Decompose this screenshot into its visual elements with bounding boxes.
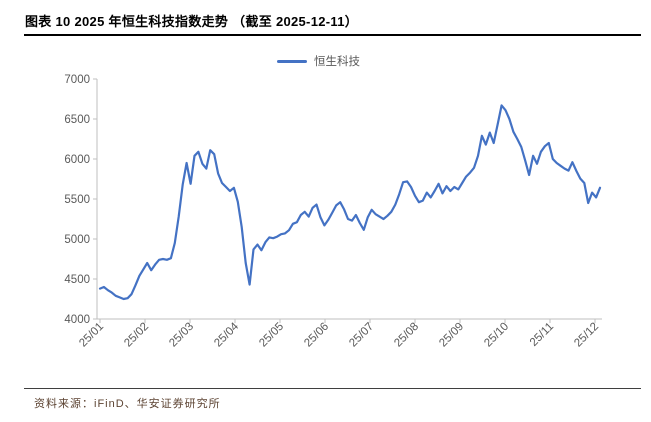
source-note: 资料来源：iFinD、华安证券研究所 (34, 398, 221, 410)
x-tick-label: 25/03 (167, 321, 196, 350)
y-tick-label: 7000 (64, 74, 90, 86)
x-tick-label: 25/07 (347, 321, 376, 350)
chart-legend: 恒生科技 (277, 53, 360, 69)
y-tick-label: 4500 (64, 274, 90, 286)
x-tick-label: 25/09 (437, 321, 466, 350)
x-tick-label: 25/12 (572, 321, 601, 350)
x-tick-label: 25/02 (122, 321, 151, 350)
y-tick-label: 6500 (64, 114, 90, 126)
title-divider (24, 34, 641, 36)
y-tick-label: 4000 (64, 314, 90, 326)
x-tick-label: 25/06 (302, 321, 331, 350)
x-tick-label: 25/11 (528, 321, 556, 349)
legend-label: 恒生科技 (314, 56, 360, 68)
x-tick-label: 25/05 (257, 321, 286, 350)
x-tick-label: 25/08 (392, 321, 421, 350)
legend-line-swatch (277, 59, 307, 63)
y-tick-label: 5000 (64, 234, 90, 246)
x-tick-label: 25/10 (482, 321, 511, 350)
footer-divider (24, 388, 641, 389)
y-tick-label: 6000 (64, 154, 90, 166)
figure-title: 图表 10 2025 年恒生科技指数走势 （截至 2025-12-11） (25, 14, 359, 29)
x-tick-label: 25/04 (212, 320, 241, 349)
series-line-hstech (98, 104, 602, 301)
y-tick-label: 5500 (64, 194, 90, 206)
